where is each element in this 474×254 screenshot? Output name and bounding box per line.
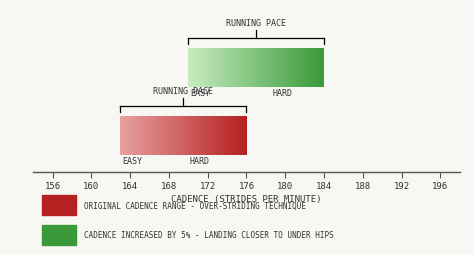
FancyBboxPatch shape [42, 225, 76, 245]
Text: ORIGINAL CADENCE RANGE - OVER-STRIDING TECHNIQUE: ORIGINAL CADENCE RANGE - OVER-STRIDING T… [84, 201, 306, 210]
Text: CADENCE INCREASED BY 5% - LANDING CLOSER TO UNDER HIPS: CADENCE INCREASED BY 5% - LANDING CLOSER… [84, 230, 334, 240]
X-axis label: CADENCE (STRIDES PER MINUTE): CADENCE (STRIDES PER MINUTE) [171, 194, 322, 203]
Text: EASY: EASY [122, 156, 142, 165]
Text: HARD: HARD [273, 89, 292, 98]
Text: RUNNING PACE: RUNNING PACE [226, 19, 286, 28]
Text: HARD: HARD [190, 156, 210, 165]
Text: RUNNING PACE: RUNNING PACE [154, 87, 213, 96]
FancyBboxPatch shape [42, 195, 76, 215]
Text: EASY: EASY [190, 89, 210, 98]
